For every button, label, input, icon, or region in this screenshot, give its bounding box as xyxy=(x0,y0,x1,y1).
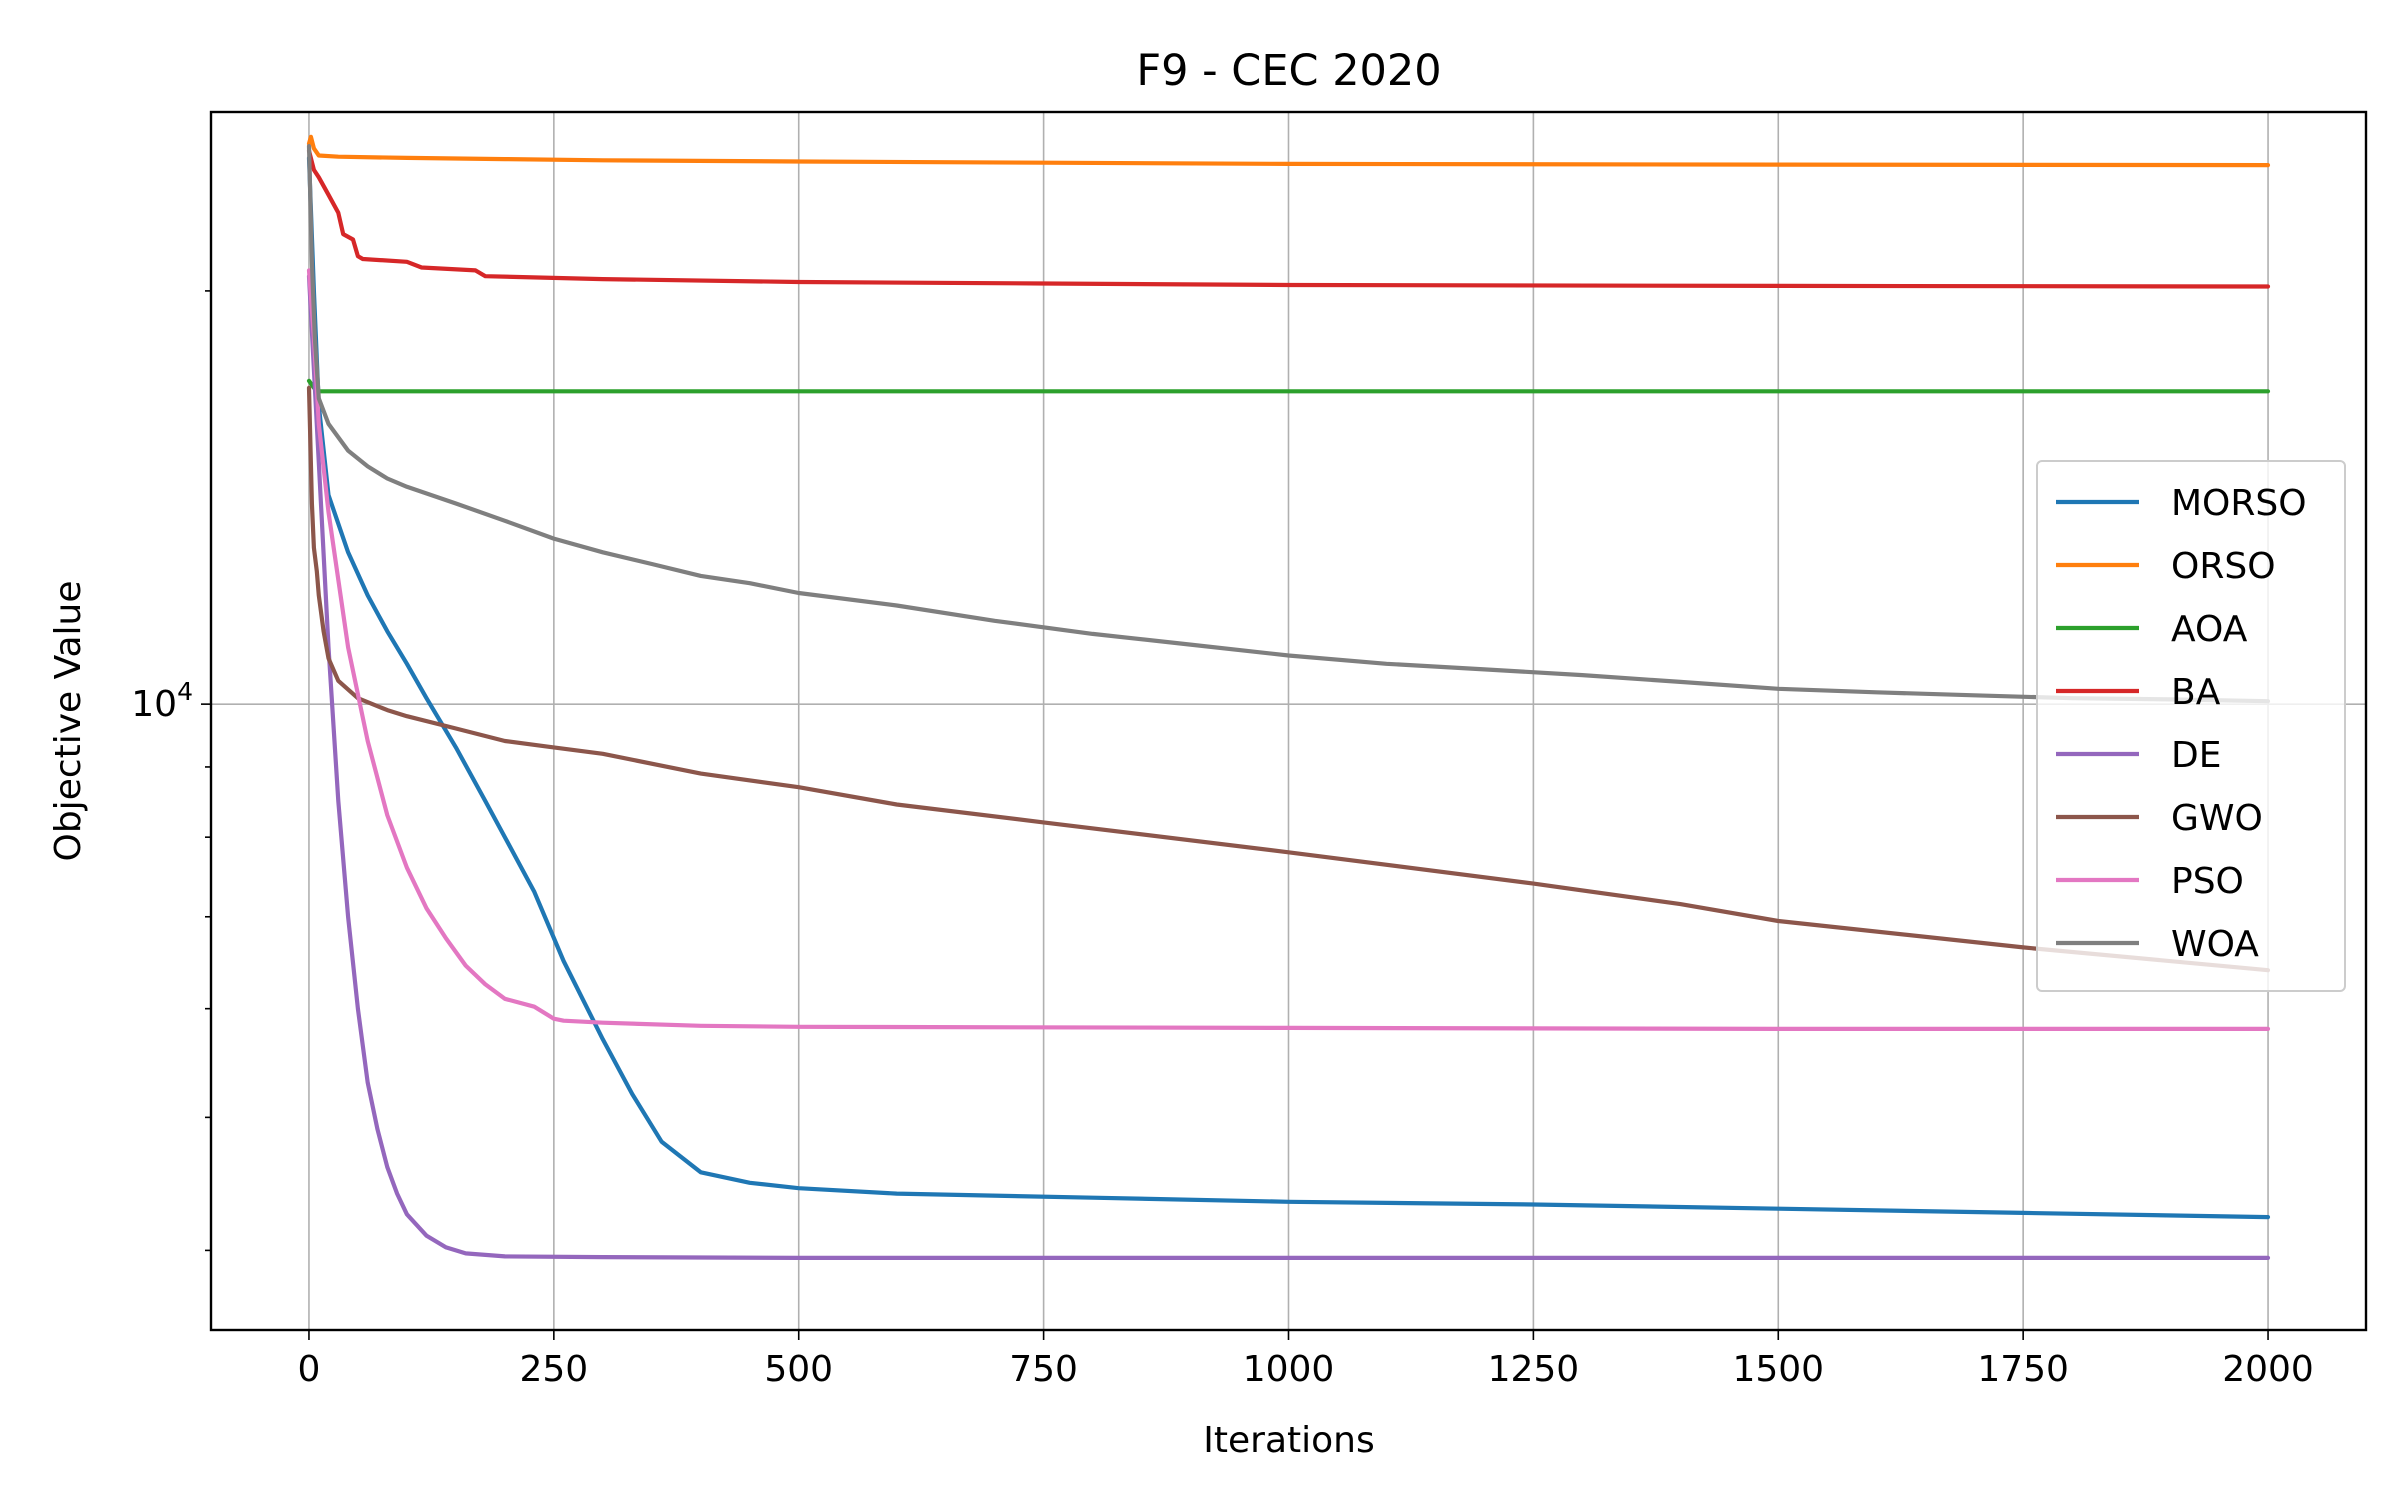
series-line-de xyxy=(306,274,2271,1261)
series-line-woa xyxy=(306,144,2271,704)
x-tick-label: 750 xyxy=(1009,1349,1078,1390)
series-lines xyxy=(306,134,2271,1261)
x-axis-label: Iterations xyxy=(1203,1420,1374,1461)
x-tick-label: 250 xyxy=(519,1349,588,1390)
series-line-ba xyxy=(306,148,2271,289)
legend-label: ORSO xyxy=(2171,546,2276,587)
grid xyxy=(211,112,2366,1330)
x-tick-label: 1500 xyxy=(1732,1349,1824,1390)
legend-label: BA xyxy=(2171,672,2221,713)
y-tick-label: 104 xyxy=(131,677,193,725)
legend-box xyxy=(2036,460,2346,992)
chart-title: F9 - CEC 2020 xyxy=(1136,46,1441,96)
legend-label: WOA xyxy=(2171,924,2259,965)
legend-label: GWO xyxy=(2171,798,2263,839)
axis-ticks: 0 250 500 750 1000 1250 1500 1750 2000 104 xyxy=(131,290,2314,1390)
legend-label: AOA xyxy=(2171,609,2248,650)
x-tick-label: 2000 xyxy=(2222,1349,2314,1390)
series-line-gwo xyxy=(306,385,2271,973)
legend-label: MORSO xyxy=(2171,483,2307,524)
series-line-orso xyxy=(306,134,2271,168)
x-tick-label: 1000 xyxy=(1243,1349,1335,1390)
x-tick-label: 1750 xyxy=(1977,1349,2069,1390)
series-line-morso xyxy=(306,155,2271,1220)
x-tick-label: 1250 xyxy=(1488,1349,1580,1390)
series-line-pso xyxy=(306,268,2271,1032)
legend-label: PSO xyxy=(2171,861,2244,902)
legend-label: DE xyxy=(2171,735,2221,776)
x-tick-label: 0 xyxy=(298,1349,321,1390)
x-tick-label: 500 xyxy=(764,1349,833,1390)
y-axis-label: Objective Value xyxy=(48,580,89,861)
legend: MORSO ORSO AOA BA DE GWO PSO WOA xyxy=(2036,460,2346,992)
